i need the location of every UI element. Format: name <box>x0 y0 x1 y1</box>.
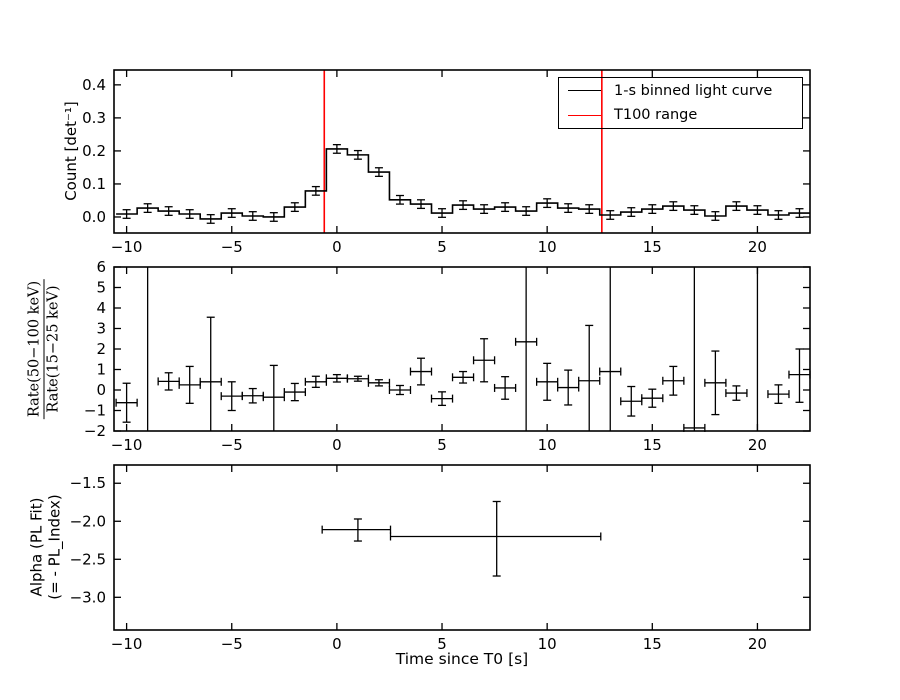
legend-red-line-swatch <box>568 114 601 116</box>
x-axis-label: Time since T0 [s] <box>395 650 529 668</box>
legend-black-line-swatch <box>568 90 601 92</box>
x-tick-label: 0 <box>332 635 342 653</box>
legend-entry-t100: T100 range <box>559 103 802 127</box>
light-curve-panel: −10 −5 0 5 10 15 20 0.0 0.1 0.2 0.3 0.4 <box>82 69 811 256</box>
legend: 1-s binned light curve T100 range <box>558 77 803 129</box>
hardness-ratio-axes-frame <box>113 266 811 432</box>
x-tick-label: −10 <box>111 635 143 653</box>
y-tick-label: 5 <box>96 279 106 297</box>
y-tick-label: −2.0 <box>70 512 106 530</box>
bottom-ylabel-line2: (= - PL_Index) <box>45 494 63 600</box>
bottom-ylabel-line1: Alpha (PL Fit) <box>27 497 46 597</box>
y-tick-label: −2 <box>84 422 106 440</box>
hardness-ratio-data <box>115 267 811 432</box>
x-tick-label: 5 <box>437 436 447 454</box>
y-tick-label: 0 <box>96 381 106 399</box>
alpha-pl-fit-data <box>321 500 602 577</box>
x-tick-label: 10 <box>538 436 557 454</box>
x-tick-label: −5 <box>221 238 243 256</box>
x-tick-label: 20 <box>748 635 767 653</box>
alpha-pl-fit-axes-frame <box>113 464 811 631</box>
y-tick-label: −2.5 <box>70 550 106 568</box>
light-curve-data <box>116 70 810 233</box>
y-tick-label: 6 <box>96 258 106 276</box>
y-tick-label: 4 <box>96 299 106 317</box>
x-tick-label: 15 <box>643 238 662 256</box>
x-tick-label: −10 <box>111 238 143 256</box>
x-tick-label: −10 <box>111 436 143 454</box>
legend-label-light-curve: 1-s binned light curve <box>614 82 773 99</box>
y-tick-label: 1 <box>96 361 106 379</box>
alpha-pl-fit-panel: −10 −5 0 5 10 15 20 −1.5 −2.0 −2.5 −3.0 <box>70 464 811 653</box>
x-tick-label: 0 <box>332 238 342 256</box>
x-tick-label: 20 <box>748 436 767 454</box>
legend-entry-light-curve: 1-s binned light curve <box>559 79 802 103</box>
y-tick-label: 0.1 <box>82 175 106 193</box>
x-tick-label: −5 <box>221 635 243 653</box>
x-tick-label: 5 <box>437 238 447 256</box>
x-tick-label: 5 <box>437 635 447 653</box>
top-panel-ylabel: Count [det⁻¹] <box>62 101 80 201</box>
y-tick-label: 0.3 <box>82 109 106 127</box>
x-tick-label: 15 <box>643 436 662 454</box>
y-tick-label: −3.0 <box>70 588 106 606</box>
x-tick-label: −5 <box>221 436 243 454</box>
y-tick-label: −1.5 <box>70 474 106 492</box>
y-tick-label: −1 <box>84 402 106 420</box>
y-tick-label: 3 <box>96 320 106 338</box>
x-tick-label: 20 <box>748 238 767 256</box>
y-tick-label: 0.4 <box>82 76 106 94</box>
y-tick-label: 0.0 <box>82 208 106 226</box>
y-tick-label: 2 <box>96 340 106 358</box>
x-tick-label: 10 <box>538 238 557 256</box>
x-tick-label: 15 <box>643 635 662 653</box>
middle-panel-ylabel: Rate(50−100 keV) Rate(15−25 keV) <box>26 278 62 420</box>
y-tick-label: 0.2 <box>82 142 106 160</box>
x-tick-label: 10 <box>538 635 557 653</box>
bottom-panel-ylabel: Alpha (PL Fit) (= - PL_Index) <box>27 494 63 600</box>
legend-label-t100: T100 range <box>614 107 698 124</box>
x-tick-label: 0 <box>332 436 342 454</box>
ylabel-denominator: Rate(15−25 keV) <box>45 285 62 413</box>
ylabel-numerator: Rate(50−100 keV) <box>26 278 45 420</box>
